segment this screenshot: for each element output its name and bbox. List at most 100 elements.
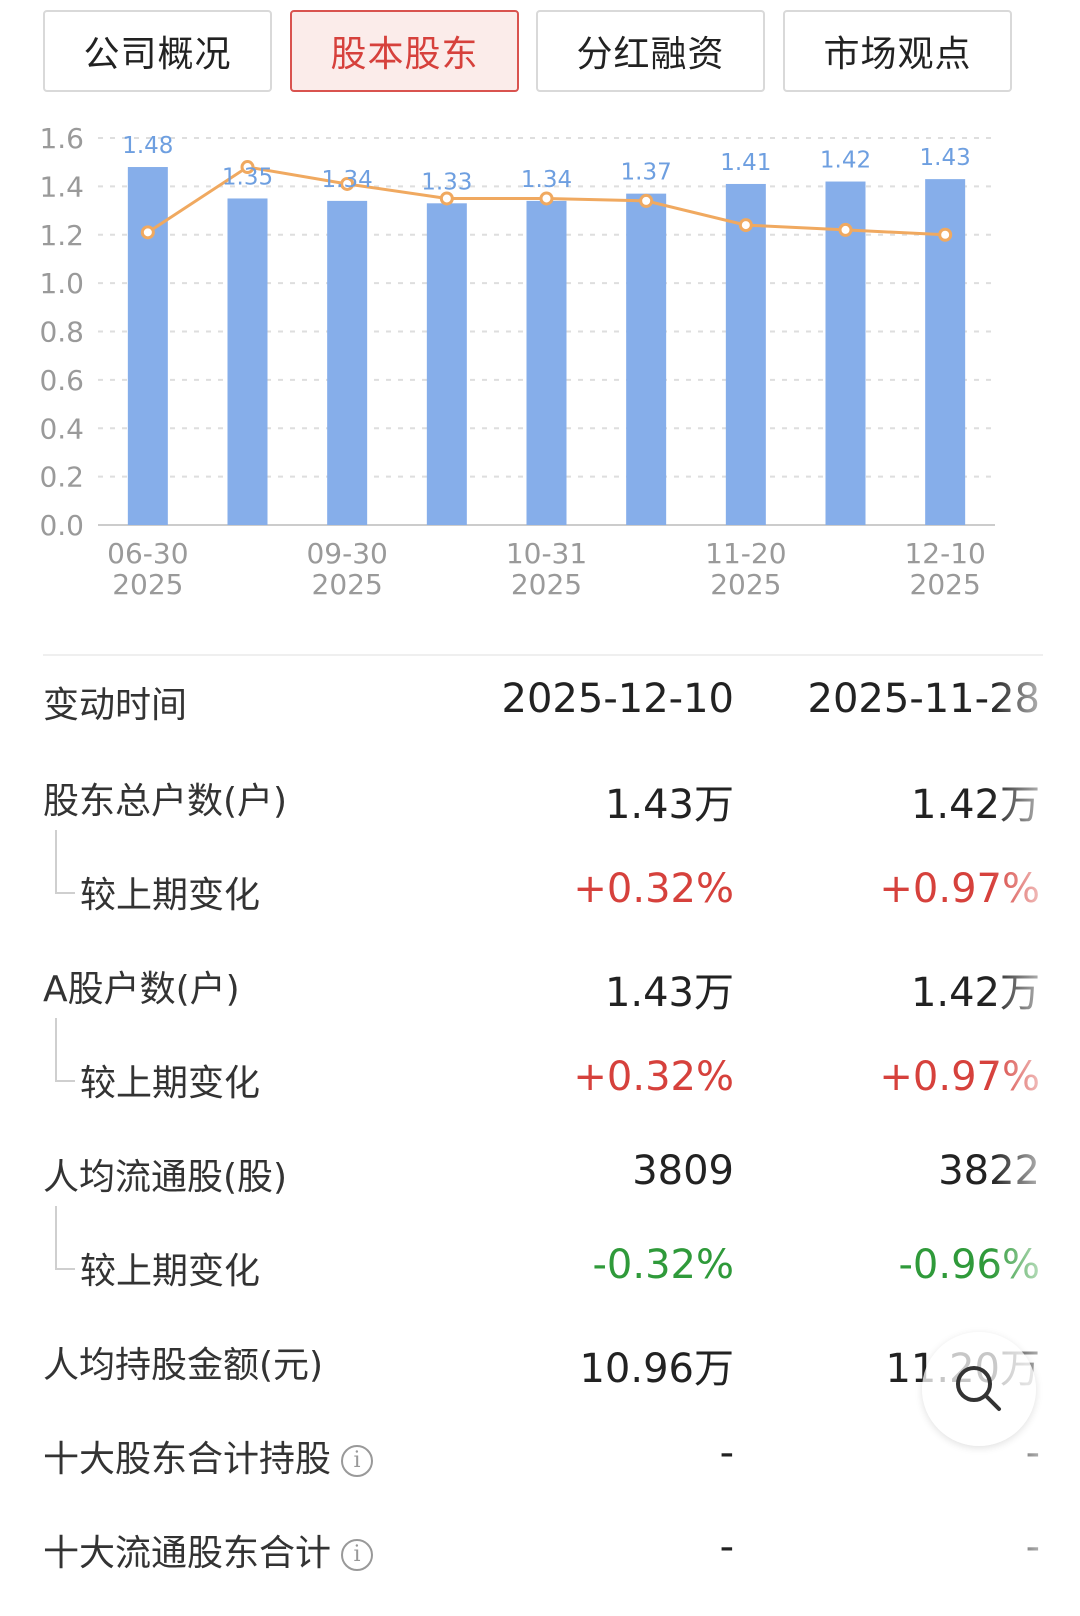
row-label: 人均持股金额(元) bbox=[43, 1345, 324, 1386]
row-label: 十大流通股东合计 i bbox=[43, 1524, 374, 1576]
bar bbox=[825, 181, 866, 525]
bar bbox=[725, 183, 766, 526]
line-point bbox=[140, 225, 155, 240]
bar bbox=[526, 200, 567, 525]
row-value-col2: 1.42万 bbox=[910, 970, 1040, 1016]
row-value-col2: 3822 bbox=[938, 1148, 1040, 1194]
line-point bbox=[439, 191, 454, 206]
row-value-col1: 10.96万 bbox=[579, 1346, 734, 1392]
row-label-text: 十大流通股东合计 bbox=[43, 1533, 332, 1574]
tree-connector bbox=[55, 1018, 75, 1082]
y-tick-label: 1.4 bbox=[39, 170, 84, 203]
table-row: 十大股东合计持股 i - - bbox=[0, 1430, 1080, 1490]
tree-connector bbox=[55, 830, 75, 894]
bar-value-label: 1.41 bbox=[720, 150, 771, 176]
row-value-col1: 3809 bbox=[632, 1148, 734, 1194]
bar-value-label: 1.35 bbox=[222, 164, 273, 190]
line-point bbox=[539, 191, 554, 206]
row-label: 股东总户数(户) bbox=[43, 781, 288, 822]
bar bbox=[327, 200, 368, 525]
table-row: 十大流通股东合计 i - - bbox=[0, 1524, 1080, 1584]
tree-connector bbox=[55, 1206, 75, 1270]
x-tick-label: 2025 bbox=[511, 568, 582, 601]
x-tick-label: 12-10 bbox=[904, 537, 985, 570]
x-tick-label: 06-30 bbox=[107, 537, 188, 570]
header-label: 变动时间 bbox=[43, 685, 188, 726]
shareholder-chart: 1.6 1.4 1.2 1.0 0.8 0.6 0.4 0.2 0.0 1.48 1.35 1.34 1… bbox=[39, 122, 995, 601]
row-value-col2: - bbox=[1025, 1430, 1040, 1476]
magnifier-icon bbox=[956, 1366, 1001, 1411]
row-value-col1: - bbox=[719, 1430, 734, 1476]
row-value-col1: - bbox=[719, 1524, 734, 1570]
row-label: 十大股东合计持股 i bbox=[43, 1430, 374, 1482]
table-header-row: 变动时间 2025-12-10 2025-11-28 bbox=[0, 676, 1080, 736]
tab-bar: 公司概况 股本股东 分红融资 市场观点 bbox=[43, 10, 1043, 94]
y-tick-label: 0.8 bbox=[39, 316, 84, 349]
y-tick-label: 0.4 bbox=[39, 412, 84, 445]
y-tick-label: 1.2 bbox=[39, 219, 84, 252]
row-label: 较上期变化 bbox=[80, 1063, 261, 1104]
bar-value-label: 1.34 bbox=[521, 167, 572, 193]
bar bbox=[426, 203, 467, 525]
zoom-button[interactable] bbox=[922, 1332, 1036, 1446]
row-value-col2: 1.42万 bbox=[910, 782, 1040, 828]
x-tick-label: 2025 bbox=[910, 568, 981, 601]
row-value-col1: 1.43万 bbox=[604, 782, 734, 828]
tab-market-views[interactable]: 市场观点 bbox=[783, 10, 1012, 92]
row-value-col1: -0.32% bbox=[592, 1242, 734, 1288]
line-point bbox=[838, 222, 853, 237]
header-date-col1: 2025-12-10 bbox=[501, 676, 734, 722]
row-label: 人均流通股(股) bbox=[43, 1157, 288, 1198]
row-value-col2: - bbox=[1025, 1524, 1040, 1570]
table-row: 人均流通股(股) 3809 3822 bbox=[0, 1148, 1080, 1208]
row-value-col1: +0.32% bbox=[573, 1054, 734, 1100]
table-row: 较上期变化 +0.32% +0.97% bbox=[0, 1054, 1080, 1114]
bar-value-label: 1.34 bbox=[322, 167, 373, 193]
x-tick-label: 2025 bbox=[312, 568, 383, 601]
x-tick-label: 2025 bbox=[710, 568, 781, 601]
table-row: A股户数(户) 1.43万 1.42万 bbox=[0, 960, 1080, 1020]
y-tick-label: 0.6 bbox=[39, 364, 84, 397]
y-tick-label: 1.0 bbox=[39, 267, 84, 300]
bar-value-label: 1.48 bbox=[122, 133, 173, 159]
x-tick-label: 09-30 bbox=[306, 537, 387, 570]
line-point bbox=[639, 193, 654, 208]
row-value-col1: 1.43万 bbox=[604, 970, 734, 1016]
row-value-col2: +0.97% bbox=[879, 1054, 1040, 1100]
header-date-col2: 2025-11-28 bbox=[807, 676, 1040, 722]
info-icon[interactable]: i bbox=[341, 1539, 374, 1571]
row-label-text: 十大股东合计持股 bbox=[43, 1439, 332, 1480]
tab-dividend-financing[interactable]: 分红融资 bbox=[536, 10, 765, 92]
section-divider bbox=[43, 654, 1043, 656]
tab-company-overview[interactable]: 公司概况 bbox=[43, 10, 272, 92]
y-tick-label: 0.0 bbox=[39, 509, 84, 542]
line-point bbox=[938, 227, 953, 242]
y-tick-label: 1.6 bbox=[39, 122, 84, 155]
bar-value-label: 1.43 bbox=[920, 145, 971, 171]
table-row: 股东总户数(户) 1.43万 1.42万 bbox=[0, 772, 1080, 832]
x-tick-label: 2025 bbox=[112, 568, 183, 601]
row-label: A股户数(户) bbox=[43, 969, 240, 1010]
x-tick-label: 10-31 bbox=[506, 537, 587, 570]
bar bbox=[127, 167, 168, 525]
bar bbox=[626, 193, 667, 525]
row-label: 较上期变化 bbox=[80, 875, 261, 916]
line-point bbox=[738, 218, 753, 233]
row-value-col1: +0.32% bbox=[573, 866, 734, 912]
x-tick-label: 11-20 bbox=[705, 537, 786, 570]
table-row: 人均持股金额(元) 10.96万 11.20万 bbox=[0, 1336, 1080, 1396]
bar-value-label: 1.33 bbox=[421, 169, 472, 195]
bar-value-label: 1.42 bbox=[820, 148, 871, 174]
row-value-col2: +0.97% bbox=[879, 866, 1040, 912]
table-row: 较上期变化 +0.32% +0.97% bbox=[0, 866, 1080, 926]
row-label: 较上期变化 bbox=[80, 1251, 261, 1292]
line-point bbox=[240, 160, 255, 175]
y-tick-label: 0.2 bbox=[39, 461, 84, 494]
tab-equity-shareholders[interactable]: 股本股东 bbox=[290, 10, 519, 92]
bar-value-label: 1.37 bbox=[621, 160, 672, 186]
row-value-col2: -0.96% bbox=[898, 1242, 1040, 1288]
info-icon[interactable]: i bbox=[341, 1445, 374, 1477]
line-point bbox=[340, 176, 355, 191]
table-row: 较上期变化 -0.32% -0.96% bbox=[0, 1242, 1080, 1302]
bar bbox=[227, 198, 268, 525]
